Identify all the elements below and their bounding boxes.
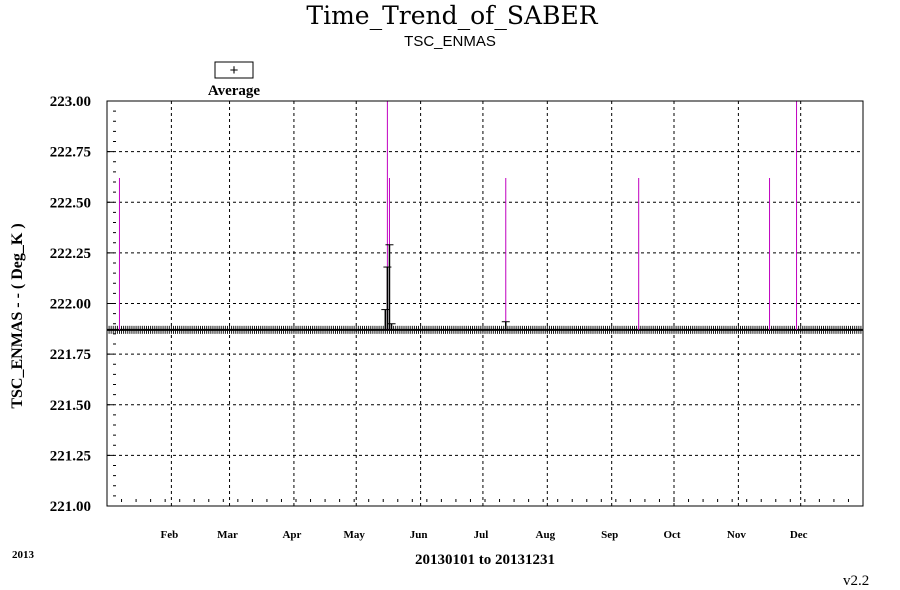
y-tick-label: 222.75	[50, 145, 91, 161]
y-tick-label: 221.25	[50, 448, 91, 464]
y-tick-label: 221.00	[50, 499, 91, 515]
x-tick-label: Feb	[161, 529, 179, 541]
x-tick-label: Apr	[282, 529, 301, 541]
y-axis: 223.00 222.75 222.50 222.25 222.00 221.75 221.…	[50, 94, 116, 515]
average-points	[381, 244, 510, 330]
x-axis-label: 20130101 to 20131231	[415, 552, 555, 568]
year-label: 2013	[12, 549, 35, 561]
chart-title: Time_Trend_of_SABER	[306, 1, 598, 30]
x-tick-label: Jun	[410, 529, 428, 541]
average-baseline	[106, 325, 864, 334]
y-tick-label: 222.25	[50, 246, 91, 262]
y-tick-label: 221.50	[50, 398, 91, 414]
x-tick-label: Sep	[601, 529, 618, 541]
y-tick-label: 222.00	[50, 297, 91, 313]
grid	[107, 101, 863, 506]
x-tick-label: Mar	[217, 529, 238, 541]
chart-subtitle: TSC_ENMAS	[404, 33, 496, 50]
x-tick-label: Dec	[790, 529, 808, 541]
magenta-spikes	[118, 101, 798, 330]
legend-marker: +	[230, 62, 239, 79]
y-tick-label: 222.50	[50, 195, 91, 211]
x-axis: Feb Mar Apr May Jun Jul Aug Sep Oct Nov Dec	[106, 499, 864, 541]
x-tick-label: Aug	[536, 529, 556, 541]
legend-marker-box	[214, 61, 254, 79]
plot-frame	[106, 100, 864, 507]
y-axis-label: TSC_ENMAS - - ( Deg_K )	[9, 223, 26, 408]
legend-label: Average	[208, 83, 261, 99]
y-tick-label: 223.00	[50, 94, 91, 110]
y-tick-label: 221.75	[50, 347, 91, 363]
x-tick-label: Nov	[727, 529, 746, 541]
x-tick-label: Oct	[663, 529, 680, 541]
version-label: v2.2	[843, 573, 869, 589]
x-tick-label: May	[344, 529, 366, 541]
x-tick-label: Jul	[474, 529, 489, 541]
legend: + Average	[208, 61, 261, 99]
